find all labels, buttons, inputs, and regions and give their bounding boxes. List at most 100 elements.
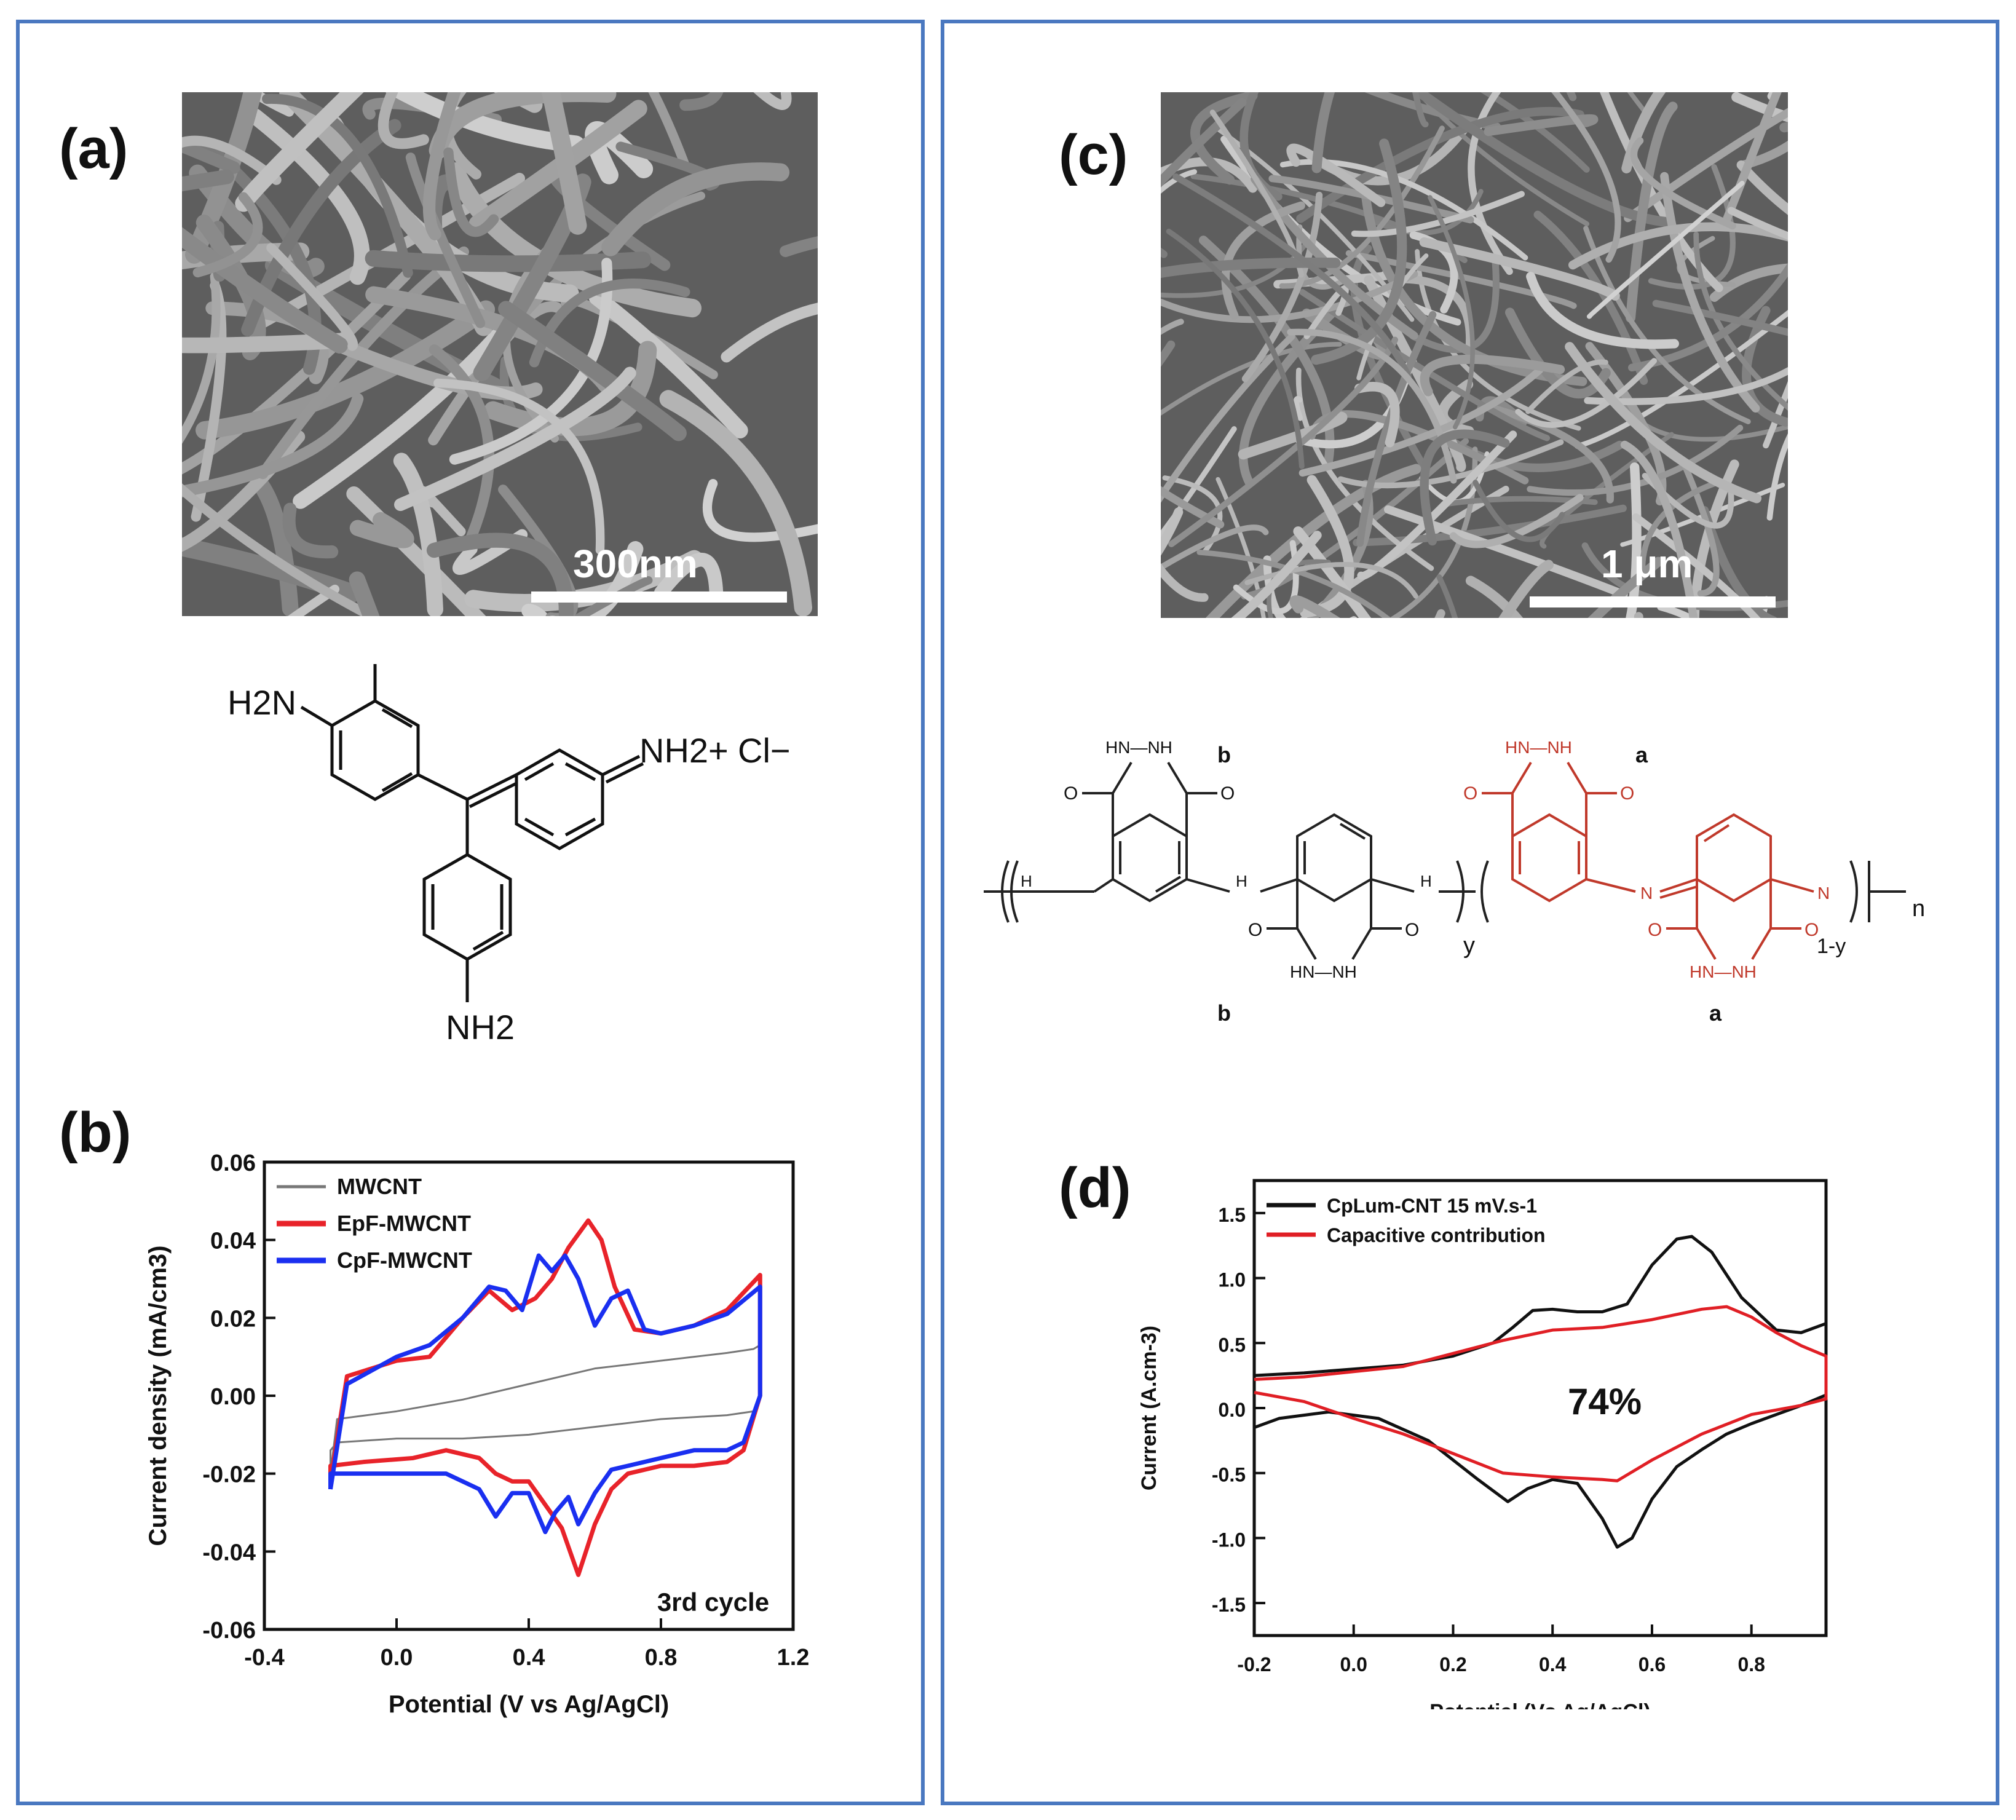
chem-c-one-minus-y: 1-y	[1817, 935, 1846, 958]
sem-fiber	[266, 243, 358, 351]
scalebar-a	[531, 592, 787, 603]
chem-c-hn-nh-4: HN—NH	[1690, 962, 1757, 981]
legend-label: Capacitive contribution	[1327, 1224, 1546, 1246]
sem-fiber	[1353, 504, 1627, 547]
sem-fiber	[1620, 440, 1698, 618]
x-tick-label: 0.2	[1439, 1653, 1466, 1676]
sem-fiber	[257, 246, 469, 480]
legend-label: CpLum-CNT 15 mV.s-1	[1327, 1195, 1537, 1217]
chem-c-n-atom-2: N	[1817, 884, 1830, 903]
chem-c-o-1: O	[1064, 783, 1078, 804]
sem-fiber	[1766, 433, 1788, 521]
sem-fiber	[1351, 191, 1525, 237]
sem-fiber	[541, 92, 587, 235]
x-tick-label: 0.4	[513, 1645, 545, 1671]
chem-c-o-8: O	[1805, 920, 1819, 940]
chem-a-left-amine: H2N	[227, 683, 296, 722]
x-tick-label: 0.0	[381, 1645, 413, 1671]
y-tick-label: 0.04	[210, 1228, 256, 1254]
sem-fiber	[1311, 138, 1407, 365]
chart-d: -0.2 0.0 0.2 0.4 0.6 0.8 1.5 1.0 0.5 0.0 -0.5 -1.0 -…	[1137, 1179, 1828, 1709]
sem-fiber	[182, 135, 282, 185]
plot-frame	[1252, 1179, 1828, 1637]
sem-fiber	[1161, 563, 1209, 602]
sem-fiber	[1161, 342, 1342, 416]
panel-label-a: (a)	[59, 117, 128, 180]
sem-fiber	[1660, 172, 1760, 413]
sem-fiber	[654, 553, 724, 599]
sem-image-a: 300nm	[182, 92, 818, 616]
chem-c-h-1: H	[1021, 872, 1032, 890]
sem-fiber	[1515, 358, 1658, 428]
panel-label-b: (b)	[59, 1101, 132, 1164]
sem-fiber	[1166, 228, 1305, 469]
sem-fiber	[1286, 143, 1386, 207]
y-tick-label: -0.5	[1212, 1464, 1246, 1486]
sem-fiber	[1449, 494, 1584, 548]
x-tick-label: 0.6	[1638, 1653, 1666, 1676]
sem-fiber	[1161, 333, 1295, 503]
sem-fiber	[182, 483, 374, 616]
series-line	[1254, 1305, 1828, 1482]
panel-label-c: (c)	[1059, 124, 1128, 186]
sem-fiber	[1731, 92, 1788, 122]
sem-fiber	[1415, 92, 1675, 228]
sem-fiber	[182, 393, 364, 498]
chem-c-n-atom-1: N	[1640, 884, 1653, 903]
sem-fiber	[1299, 289, 1551, 441]
y-tick-label: -1.0	[1212, 1529, 1246, 1551]
sem-fiber	[1739, 140, 1788, 170]
sem-fiber	[1231, 531, 1322, 618]
y-tick-label: -0.04	[202, 1540, 256, 1565]
sem-fiber	[1268, 175, 1474, 224]
chem-c-h-2: H	[1236, 872, 1247, 890]
y-tick-label: -0.06	[202, 1618, 256, 1644]
sem-fiber	[588, 289, 748, 438]
series-line	[1254, 1235, 1828, 1549]
sem-fiber	[659, 390, 812, 616]
y-tick-label: 0.5	[1219, 1334, 1246, 1356]
y-tick-label: 0.00	[210, 1384, 256, 1410]
series-line	[328, 1218, 762, 1577]
chem-c-o-2: O	[1220, 783, 1235, 804]
sem-fiber	[452, 529, 528, 575]
sem-fiber	[394, 366, 636, 512]
sem-fiber	[1356, 311, 1437, 547]
sem-fiber	[1296, 106, 1584, 223]
sem-fiber	[1428, 195, 1475, 430]
sem-fiber	[1480, 92, 1590, 173]
sem-fiber	[1354, 382, 1400, 448]
sem-fiber	[1172, 173, 1412, 380]
sem-fiber	[572, 576, 653, 616]
sem-fiber	[1626, 101, 1678, 323]
sem-fiber	[1630, 137, 1736, 230]
chem-c-o-3: O	[1463, 783, 1477, 804]
sem-fiber	[1468, 92, 1513, 275]
sem-fiber	[182, 242, 310, 270]
chem-c-label-b-top: b	[1217, 742, 1231, 767]
y-tick-label: 0.02	[210, 1306, 256, 1332]
scalebar-label-c: 1 μm	[1601, 542, 1693, 586]
sem-fiber	[1161, 524, 1269, 571]
y-tick-label: 0.0	[1219, 1399, 1246, 1421]
sem-fiber	[393, 453, 443, 616]
sem-fiber	[1357, 430, 1517, 580]
sem-fiber	[1690, 459, 1739, 618]
sem-fiber	[1639, 478, 1722, 579]
legend-label: CpF-MWCNT	[337, 1248, 472, 1273]
sem-fiber	[1161, 426, 1237, 540]
sem-fiber	[1161, 257, 1341, 279]
x-axis-label: Potential (Vs Ag/AgCl)	[1429, 1700, 1651, 1709]
chem-c-hn-nh-1: HN—NH	[1105, 738, 1172, 757]
chem-c-label-a-top: a	[1635, 742, 1648, 767]
chem-c-label-a-bottom: a	[1709, 1000, 1722, 1026]
sem-fiber	[1161, 271, 1418, 323]
x-tick-label: -0.4	[244, 1645, 284, 1671]
sem-fiber	[182, 169, 234, 192]
sem-fiber	[1190, 92, 1258, 185]
x-axis-label: Potential (V vs Ag/AgCl)	[389, 1691, 669, 1718]
sem-fiber	[449, 258, 613, 465]
x-tick-label: -0.2	[1237, 1653, 1271, 1676]
chart-annotation: 3rd cycle	[657, 1588, 769, 1616]
sem-fiber	[1337, 439, 1564, 489]
